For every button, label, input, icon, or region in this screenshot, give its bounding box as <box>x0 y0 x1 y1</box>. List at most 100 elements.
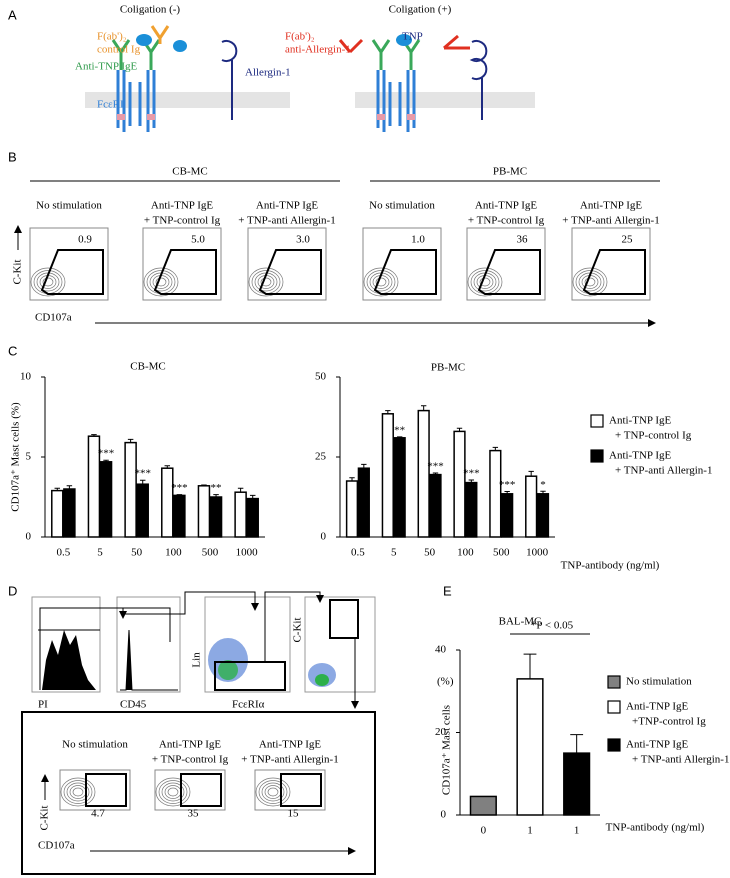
y-tick-label: 5 <box>26 451 32 463</box>
contour <box>30 267 66 297</box>
heading: Coligation (+) <box>389 4 452 16</box>
bar <box>429 473 442 538</box>
condition-label: No stimulation <box>62 739 128 751</box>
chart-title: CB-MC <box>130 361 165 373</box>
legend-label: Anti-TNP IgE <box>626 739 689 751</box>
flow-plot <box>362 227 442 301</box>
contour <box>363 267 399 297</box>
significance: *** <box>134 468 151 480</box>
bar <box>525 475 538 538</box>
contour <box>584 277 596 287</box>
membrane <box>355 92 535 108</box>
error-bar <box>361 463 367 469</box>
x-tick-label: 0.5 <box>351 547 365 559</box>
y-axis-title: CD107a⁺ Mast cells <box>441 705 453 795</box>
contour <box>467 267 503 297</box>
heading: Coligation (-) <box>120 4 181 16</box>
axis-label: Lin <box>191 652 203 668</box>
chart-title: PB-MC <box>431 362 465 374</box>
gate-value: 35 <box>188 808 200 820</box>
error-bar <box>54 487 61 491</box>
error-bar <box>420 405 427 411</box>
y-tick-label: 0 <box>26 531 32 543</box>
legend-swatch <box>590 414 604 428</box>
significance: *** <box>171 482 188 494</box>
contour <box>60 777 96 807</box>
contour <box>258 780 288 804</box>
x-tick-label: 100 <box>165 547 182 559</box>
label: Allergin-1 <box>245 67 291 79</box>
label: FcεRI <box>97 99 124 111</box>
condition-label: Anti-TNP IgE <box>580 200 643 212</box>
flow-plot <box>466 227 546 301</box>
bar <box>51 489 64 538</box>
x-tick-label: 100 <box>457 547 474 559</box>
gate <box>180 773 222 807</box>
bar <box>465 481 478 538</box>
contour <box>260 277 272 287</box>
contour <box>158 780 188 804</box>
x-tick-label: 5 <box>97 547 103 559</box>
contour <box>572 267 608 297</box>
condition-label: Anti-TNP IgE <box>475 200 538 212</box>
contour <box>66 782 90 802</box>
legend-label: Anti-TNP IgE <box>626 701 689 713</box>
gate-value: 1.0 <box>411 234 425 246</box>
error-bar <box>249 494 256 499</box>
axis-label: C-Kit <box>12 259 24 284</box>
panel-label: A <box>8 7 17 22</box>
legend-label: Anti-TNP IgE <box>609 450 672 462</box>
y-tick-label: 40 <box>435 644 447 656</box>
flow-plot <box>247 227 327 301</box>
schematic: Coligation (-) Coligation (+) F(ab')₂ co… <box>75 4 535 132</box>
y-tick-label: 0 <box>441 809 447 821</box>
condition-label: + TNP-control Ig <box>468 215 545 227</box>
contour <box>143 267 179 297</box>
gate-value: 15 <box>288 808 300 820</box>
contour <box>248 267 284 297</box>
condition-label: + TNP-control Ig <box>144 215 221 227</box>
contour <box>267 787 279 797</box>
gate <box>40 249 104 295</box>
gate-value: 36 <box>517 234 529 246</box>
legend-label: Anti-TNP IgE <box>609 415 672 427</box>
error-bar <box>540 490 546 494</box>
gate-value: 4.7 <box>91 808 105 820</box>
bar <box>536 493 550 538</box>
condition-label: Anti-TNP IgE <box>159 739 222 751</box>
gate <box>85 773 127 807</box>
bar <box>99 461 113 538</box>
axis-label: PI <box>38 699 48 711</box>
condition-label: No stimulation <box>369 200 435 212</box>
axis-label: C-Kit <box>39 805 51 830</box>
contour <box>167 787 179 797</box>
error-bar <box>164 465 171 469</box>
axis-label: CD107a <box>35 312 72 324</box>
bar <box>345 480 359 538</box>
label: F(ab')₂ <box>285 31 315 43</box>
label: TNP <box>402 31 423 43</box>
gate-value: 3.0 <box>296 234 310 246</box>
x-tick-label: 50 <box>131 547 143 559</box>
error-bar <box>176 494 183 496</box>
bar <box>563 752 591 816</box>
y-tick-label: 50 <box>315 371 327 383</box>
error-bar <box>396 436 403 438</box>
x-tick-label: 5 <box>391 547 397 559</box>
gate-value: 5.0 <box>191 234 205 246</box>
panel-label: D <box>8 583 17 598</box>
contour <box>264 785 282 799</box>
result-box <box>21 711 376 875</box>
error-bar <box>349 477 355 481</box>
bar <box>136 483 149 538</box>
error-bar <box>66 485 73 489</box>
bar <box>124 441 137 538</box>
y-tick-label: 10 <box>20 371 32 383</box>
membrane <box>85 92 290 108</box>
condition-label: Anti-TNP IgE <box>259 739 322 751</box>
significance: *** <box>463 468 480 480</box>
bar <box>357 467 370 538</box>
bar <box>234 491 247 538</box>
contour <box>255 777 291 807</box>
